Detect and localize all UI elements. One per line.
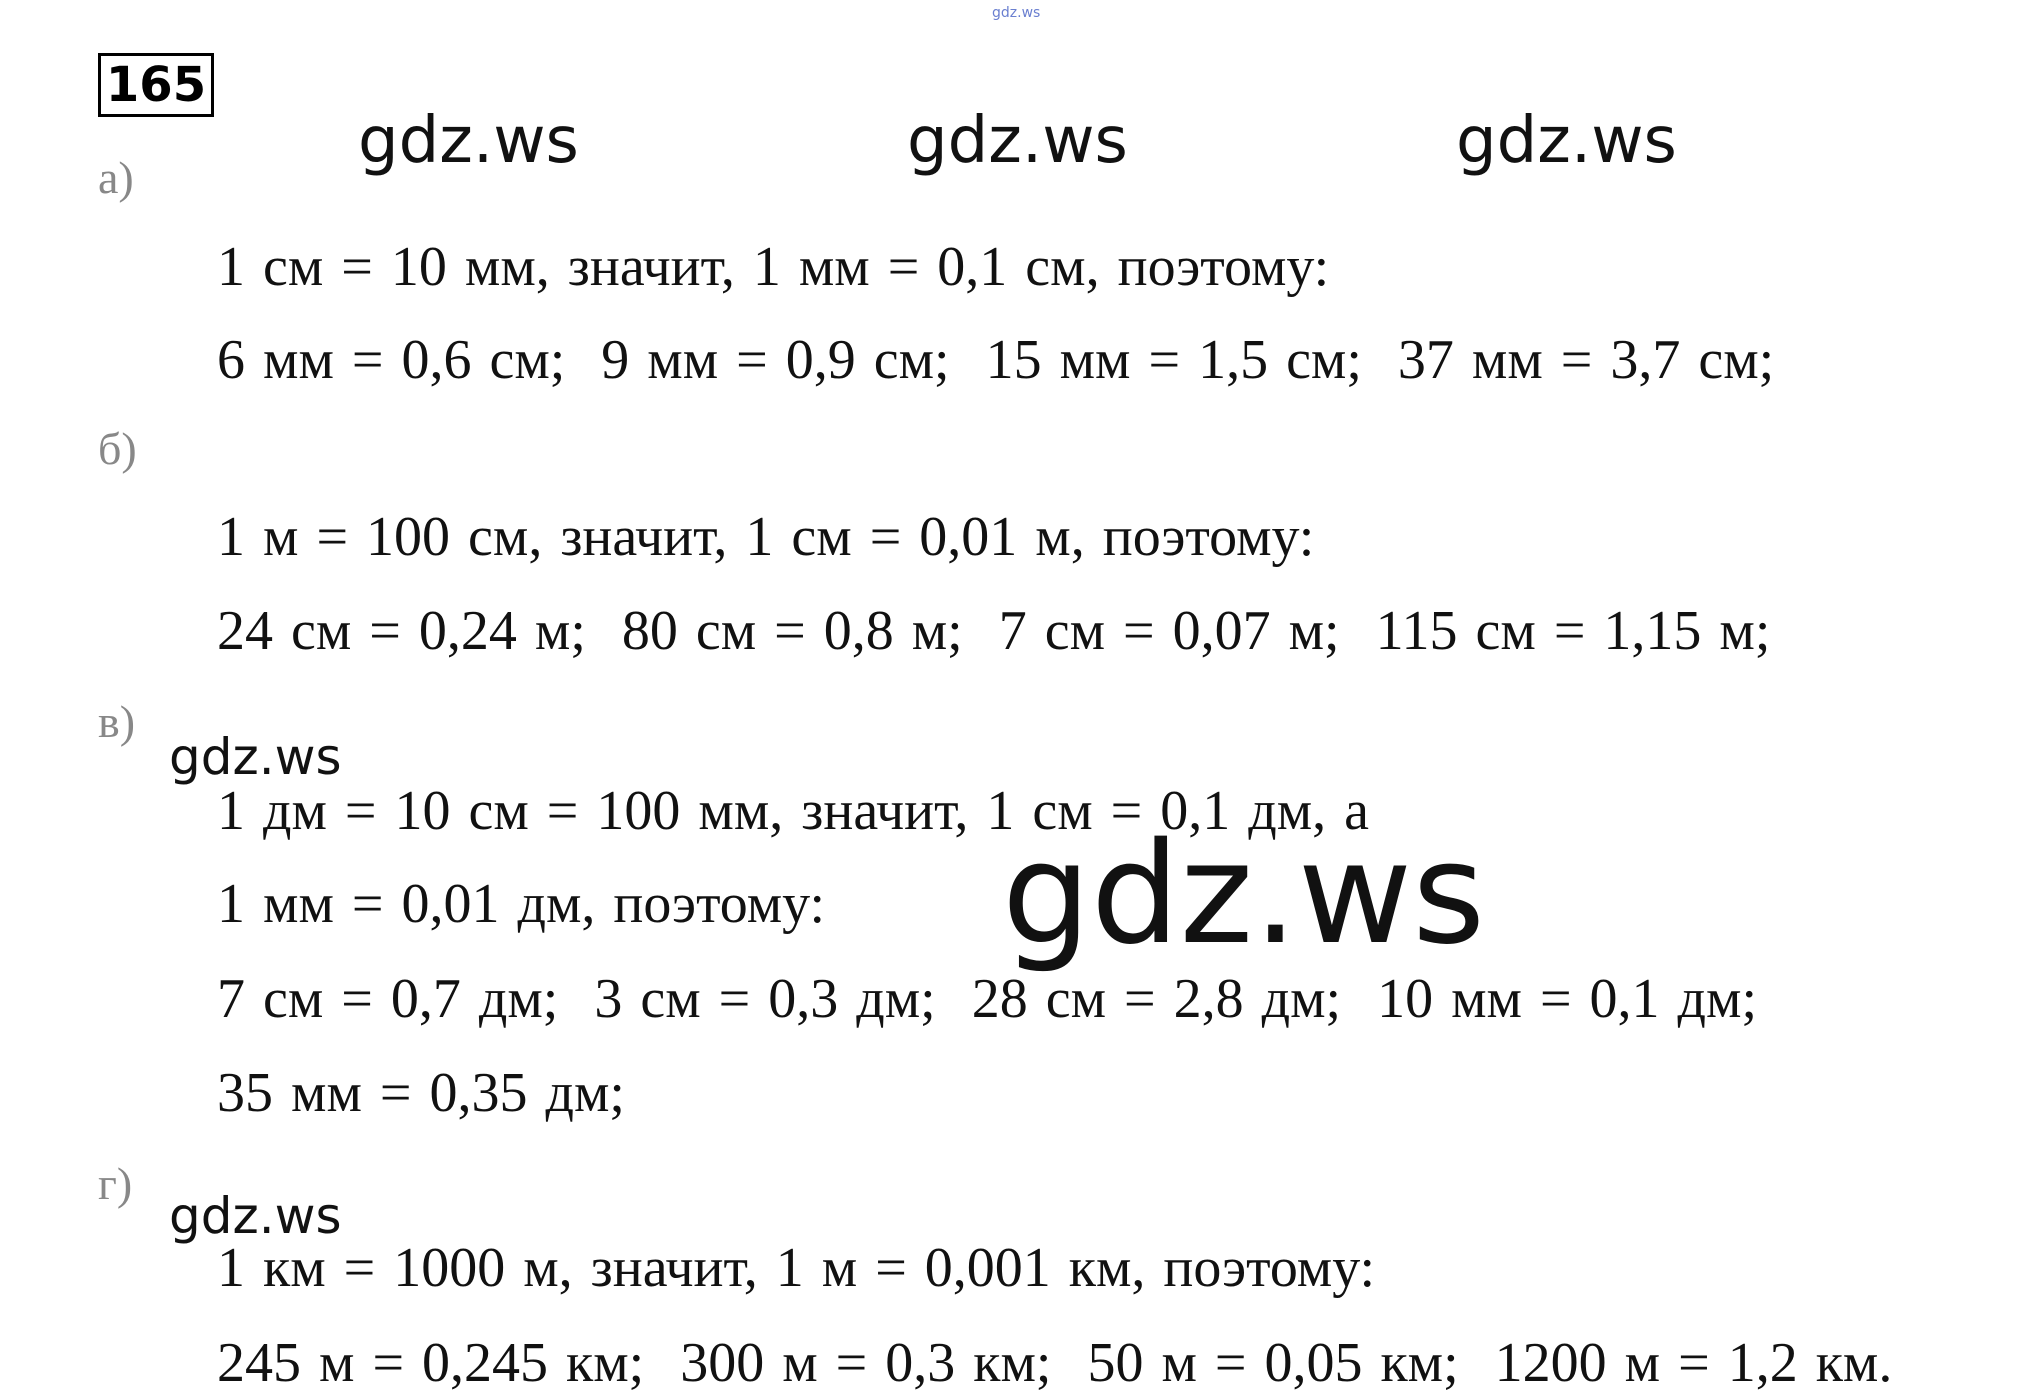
part-label: г) [98,1158,133,1209]
solution-line: 35 мм = 0,35 дм; [217,1062,625,1124]
solution-line: 245 м = 0,245 км; 300 м = 0,3 км; 50 м =… [217,1332,1893,1394]
solution-line: 6 мм = 0,6 см; 9 мм = 0,9 см; 15 мм = 1,… [217,329,1775,391]
watermark: gdz.ws [907,104,1128,178]
problem-number: 165 [98,53,214,117]
watermark: gdz.ws [169,1187,342,1245]
part-label: б) [98,423,137,474]
watermark: gdz.ws [1002,813,1486,976]
solution-line: 1 см = 10 мм, значит, 1 мм = 0,1 см, поэ… [217,236,1330,298]
watermark: gdz.ws [1456,104,1677,178]
solution-line: 24 см = 0,24 м; 80 см = 0,8 м; 7 см = 0,… [217,600,1771,662]
watermark: gdz.ws [358,104,579,178]
solution-line: 1 км = 1000 м, значит, 1 м = 0,001 км, п… [217,1237,1376,1299]
watermark: gdz.ws [169,728,342,786]
part-label: в) [98,696,136,747]
part-label: а) [98,152,134,203]
solution-line: 7 см = 0,7 дм; 3 см = 0,3 дм; 28 см = 2,… [217,968,1758,1030]
solution-line: 1 дм = 10 см = 100 мм, значит, 1 см = 0,… [217,780,1370,842]
solution-line: 1 мм = 0,01 дм, поэтому: [217,873,825,935]
solution-line: 1 м = 100 см, значит, 1 см = 0,01 м, поэ… [217,506,1315,568]
top-mark: gdz.ws [992,5,1041,21]
